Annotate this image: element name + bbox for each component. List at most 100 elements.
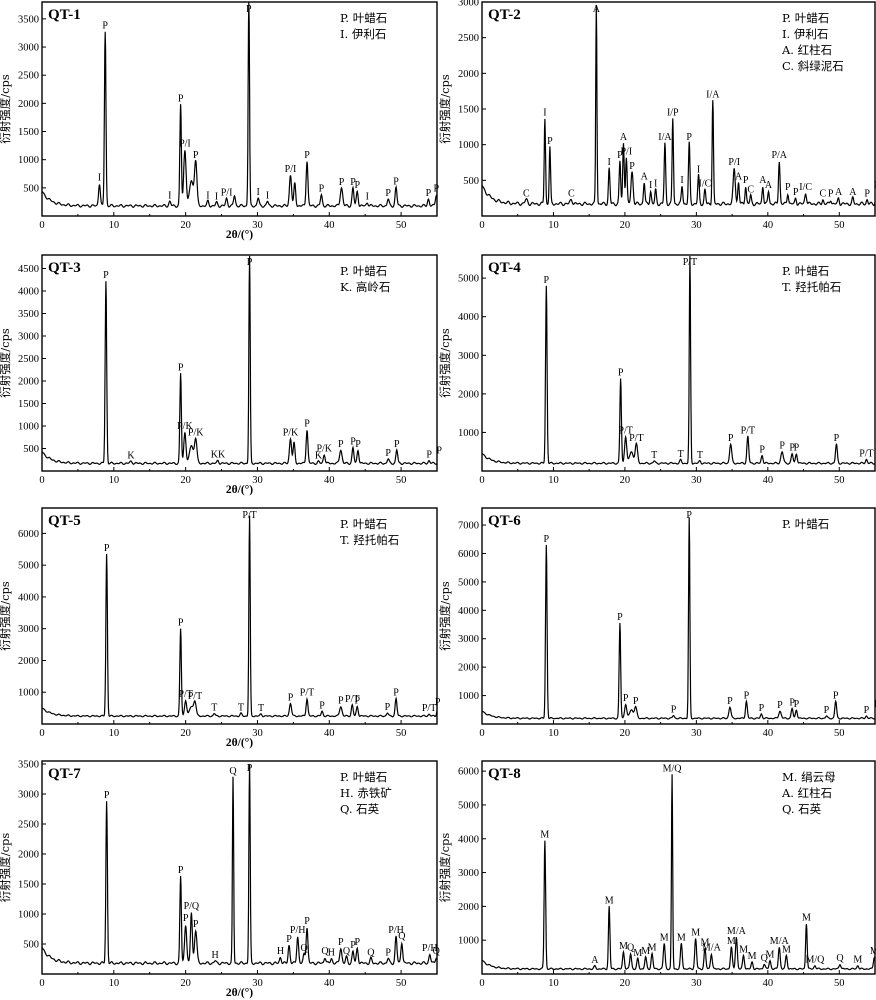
y-tick-label: 2000 — [18, 656, 39, 667]
peak-label: P/T — [300, 688, 314, 699]
peak-label: I — [215, 191, 218, 202]
y-tick-label: 3500 — [18, 309, 39, 320]
peak-label: P/I — [179, 139, 191, 150]
y-tick-label: 3000 — [458, 351, 479, 362]
y-tick-label: 1000 — [458, 428, 479, 439]
peak-label: P — [385, 947, 391, 958]
peak-label: P — [759, 445, 765, 456]
plot-frame — [41, 760, 438, 975]
plot-frame — [41, 254, 438, 472]
y-tick-label: 2000 — [458, 663, 479, 674]
peak-label: P — [434, 184, 440, 195]
peak-label: P — [183, 913, 189, 924]
x-tick-label: 30 — [252, 978, 263, 989]
peak-label: P — [304, 916, 310, 927]
peak-label: A — [591, 955, 599, 966]
x-tick-label: 30 — [691, 978, 702, 989]
peak-label: C — [747, 184, 754, 195]
peak-label: A — [759, 175, 767, 186]
y-axis-label: 衍射强度/cps — [438, 581, 452, 651]
x-tick-label: 50 — [834, 475, 845, 486]
peak-label: P/H — [422, 943, 438, 954]
y-tick-label: 3000 — [458, 868, 479, 879]
peak-label: P/T — [242, 510, 256, 521]
peak-label: I — [168, 190, 171, 201]
peak-label: P — [436, 446, 442, 457]
y-tick-label: 4500 — [18, 264, 39, 275]
x-axis-label: 2θ/(°) — [226, 987, 253, 999]
peak-label: P/T — [859, 448, 873, 459]
y-tick-label: 6000 — [458, 549, 479, 560]
x-tick-label: 0 — [39, 728, 44, 739]
peak-label: I — [206, 190, 209, 201]
peak-label: P — [779, 441, 785, 452]
peak-label: H — [328, 947, 335, 958]
peak-label: P — [759, 703, 765, 714]
peak-label: M/A — [727, 926, 747, 937]
peak-label: P — [633, 696, 639, 707]
peak-label: T — [678, 449, 684, 460]
y-tick-label: 6000 — [458, 767, 479, 778]
x-axis-label: 2θ/(°) — [226, 229, 253, 241]
peak-label: P — [828, 189, 834, 200]
peak-label: P — [671, 704, 677, 715]
peak-label: P — [629, 161, 635, 172]
peak-label: P — [247, 257, 253, 268]
peak-label: I/A — [706, 89, 720, 100]
x-tick-label: 40 — [763, 220, 774, 231]
peak-label: M — [641, 946, 650, 957]
peak-label: P — [874, 180, 876, 191]
y-tick-label: 1500 — [18, 880, 39, 891]
x-tick-label: 50 — [834, 728, 845, 739]
x-tick-label: 30 — [691, 728, 702, 739]
y-axis-label: 衍射强度/cps — [438, 74, 452, 144]
sample-name: QT-2 — [488, 7, 521, 23]
x-tick-label: 20 — [180, 475, 191, 486]
x-tick-label: 30 — [691, 475, 702, 486]
peak-label: P/T — [629, 433, 643, 444]
peak-label: M — [748, 951, 757, 962]
x-tick-label: 40 — [763, 728, 774, 739]
x-axis-label: 2θ/(°) — [226, 737, 253, 749]
peak-label: P — [304, 150, 310, 161]
plot-frame — [481, 507, 876, 725]
y-axis-label: 衍射强度/cps — [0, 328, 12, 398]
legend-entry: P. 叶蜡石 — [782, 11, 829, 25]
peak-label: K — [127, 451, 135, 462]
plot-frame — [41, 1, 438, 217]
y-tick-label: 3000 — [458, 634, 479, 645]
peak-label: I — [98, 172, 101, 183]
x-tick-label: 20 — [620, 475, 631, 486]
peak-label: P — [193, 150, 199, 161]
peak-label: P/K — [283, 428, 299, 439]
peak-label: P — [102, 20, 108, 31]
y-tick-label: 1500 — [18, 399, 39, 410]
xrd-panel-3: 0 10 20 30 40 50 500 1000 1500 2000 2500 3000 3500 40… — [0, 254, 442, 496]
xrd-panel-6: 0 10 20 30 40 50 1000 2000 3000 4000 5000 6000 7000 衍… — [438, 507, 876, 739]
xrd-panel-2: 0 10 20 30 40 50 500 1000 1500 2000 2500 3000 衍射强度/c… — [438, 0, 876, 231]
peak-label: A — [849, 187, 857, 198]
peak-label: P — [178, 865, 184, 876]
plot-frame — [481, 254, 876, 472]
peak-label: T — [651, 450, 657, 461]
peak-label: P — [385, 188, 391, 199]
y-tick-label: 2500 — [18, 820, 39, 831]
peak-label: M — [739, 944, 748, 955]
peak-label: KK — [211, 450, 226, 461]
x-tick-label: 10 — [109, 978, 120, 989]
x-tick-label: 40 — [763, 978, 774, 989]
peak-label: P — [350, 437, 356, 448]
y-tick-label: 500 — [23, 444, 39, 455]
peak-label: P — [544, 275, 550, 286]
peak-label: Q — [836, 953, 844, 964]
peak-label: I/P — [667, 107, 679, 118]
y-tick-label: 4000 — [18, 592, 39, 603]
y-tick-label: 3000 — [458, 0, 479, 9]
x-tick-label: 50 — [396, 220, 407, 231]
peak-label: P — [193, 919, 199, 930]
peak-label: I — [608, 157, 611, 168]
peak-label: P — [178, 362, 184, 373]
peak-label: T — [211, 703, 217, 714]
y-tick-label: 5000 — [458, 577, 479, 588]
